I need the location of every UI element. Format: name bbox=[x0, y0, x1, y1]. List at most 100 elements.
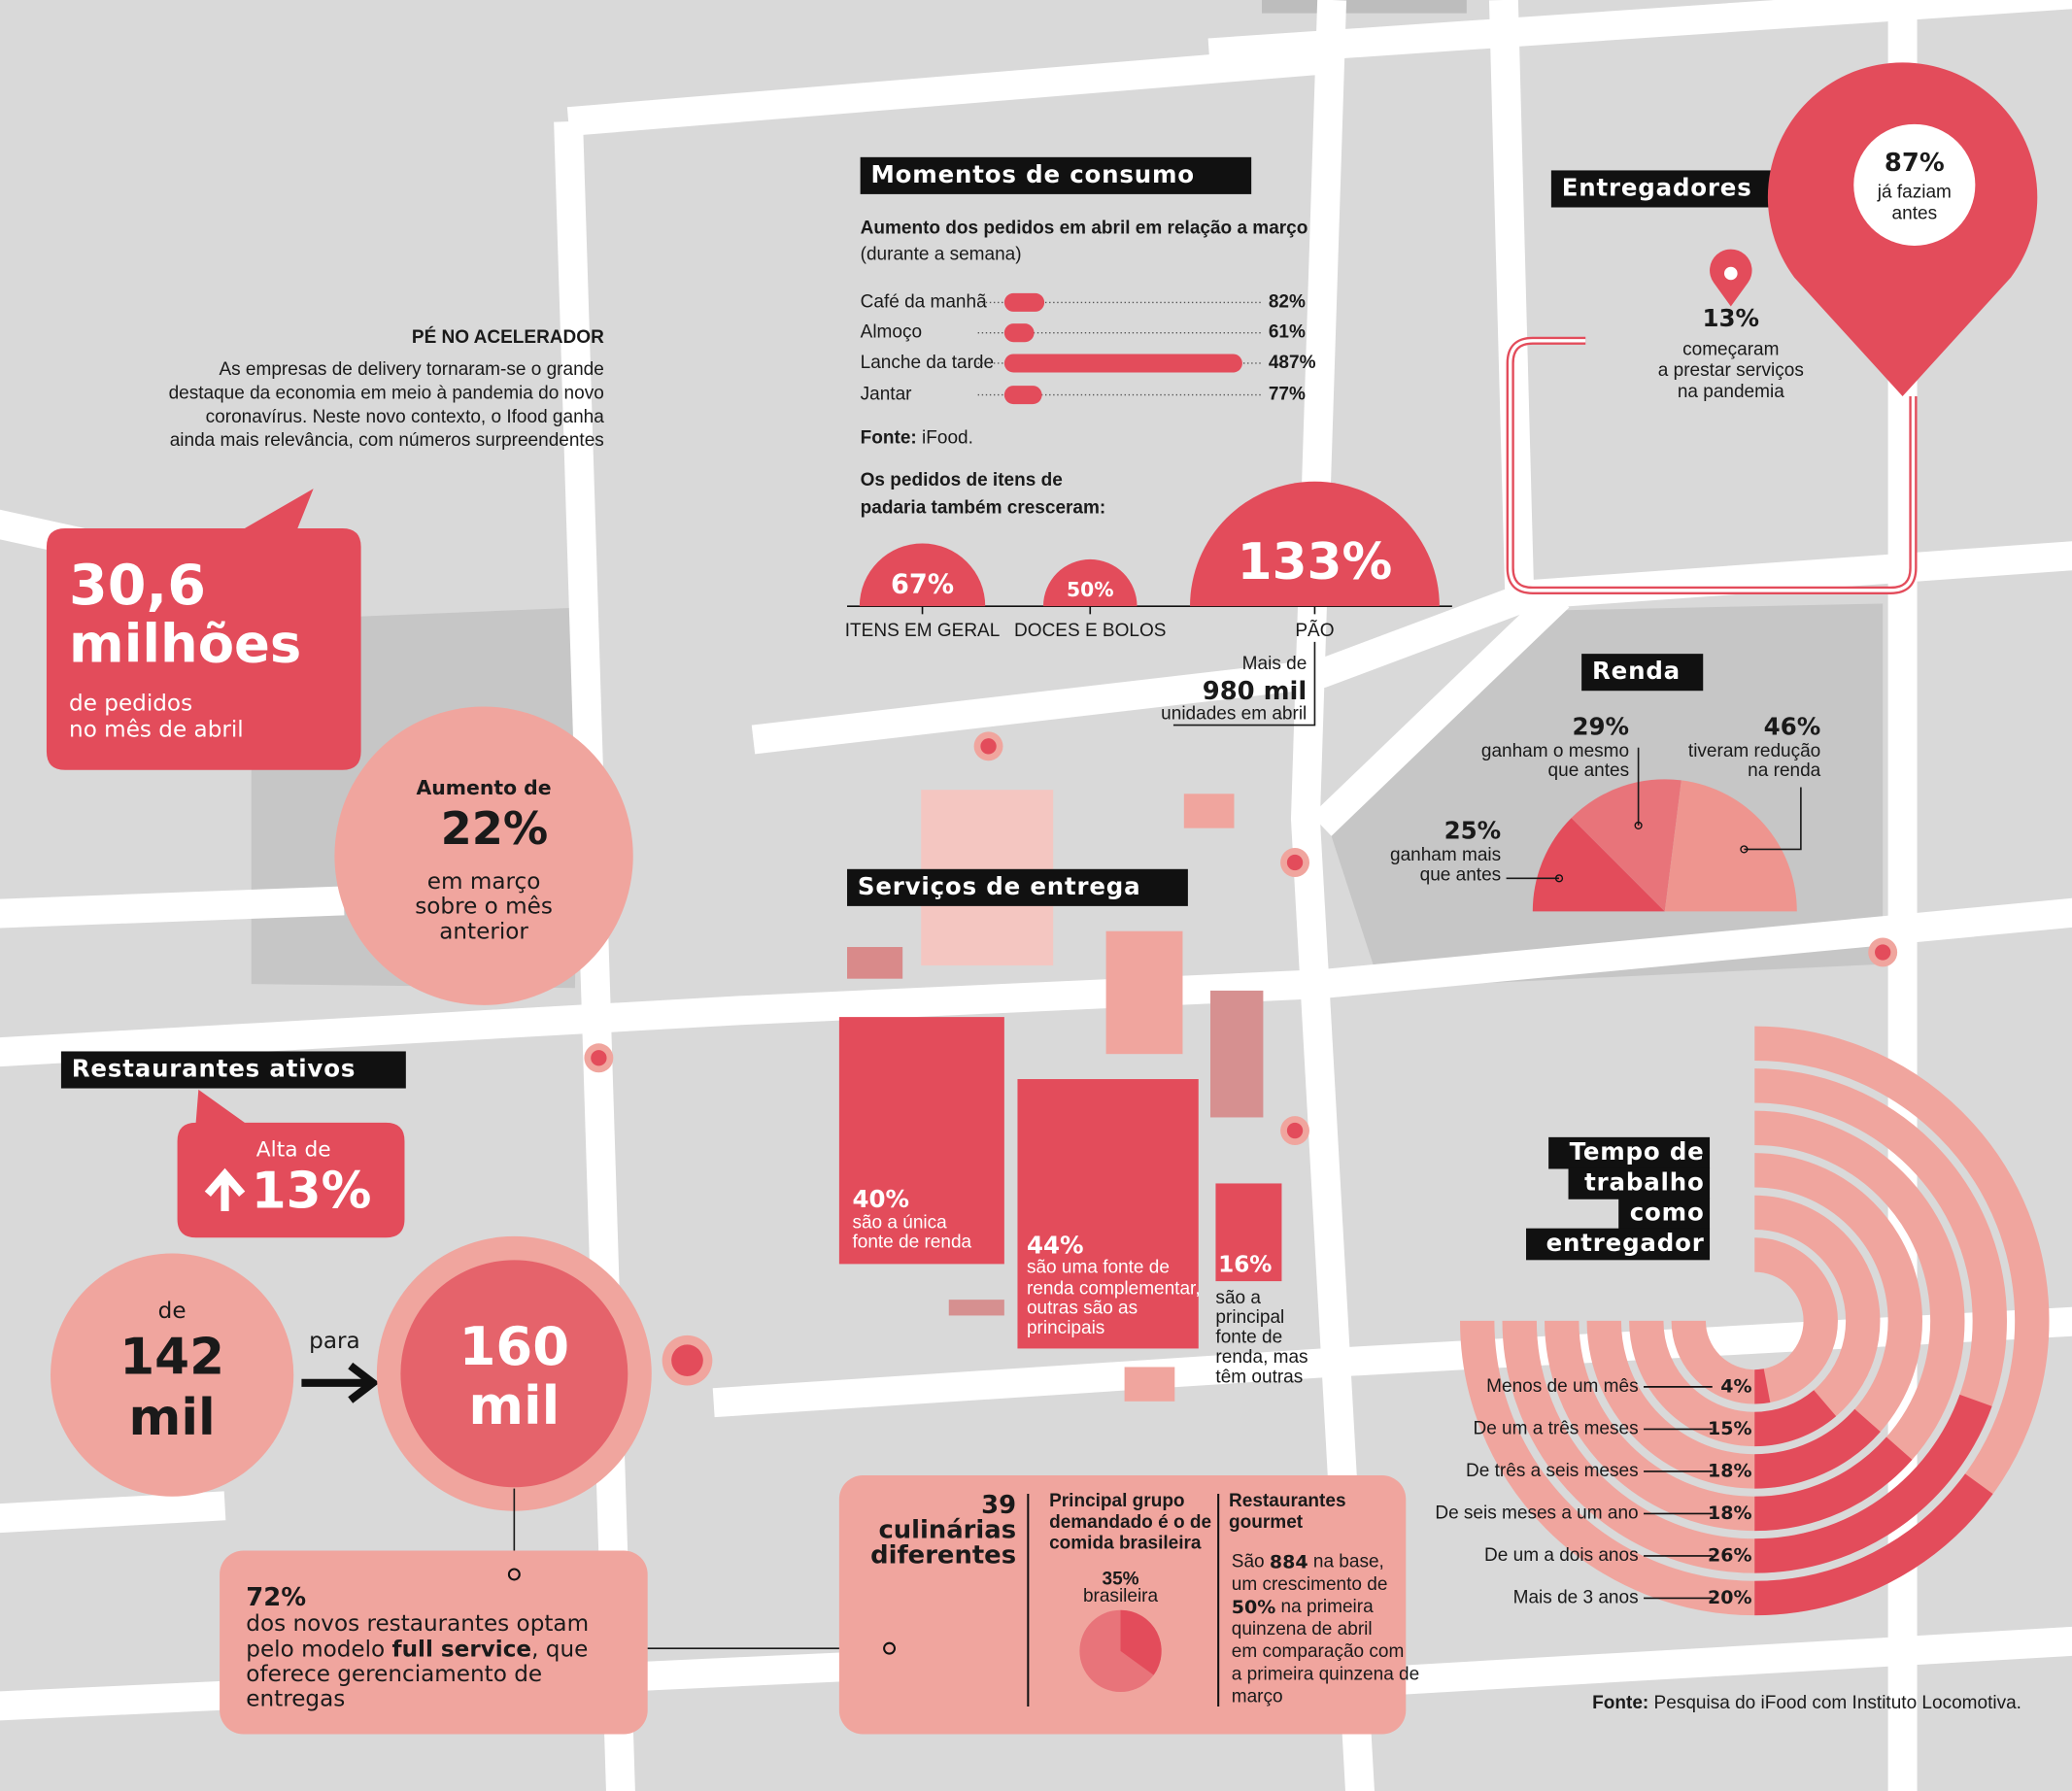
label: Serviços de entrega bbox=[858, 872, 1141, 900]
label: Restaurantes ativos bbox=[72, 1055, 356, 1083]
label: Aumento de bbox=[417, 776, 552, 799]
leader-end bbox=[1634, 821, 1643, 830]
label: Alta de bbox=[256, 1137, 331, 1162]
label: principal bbox=[1215, 1307, 1284, 1328]
leader-end bbox=[1740, 845, 1749, 854]
pie-slice bbox=[1664, 780, 1797, 912]
leader-end bbox=[1554, 874, 1564, 883]
pie-chart: 35%brasileira bbox=[1079, 1569, 1162, 1693]
value-label: 15% bbox=[1708, 1418, 1752, 1439]
dot bbox=[1286, 854, 1304, 871]
label: São 884 na base, bbox=[1232, 1551, 1384, 1572]
label: para bbox=[309, 1329, 360, 1354]
label: de pedidos bbox=[69, 691, 192, 716]
bar-label: Café da manhã bbox=[861, 291, 987, 312]
label: 16% bbox=[1218, 1252, 1272, 1277]
rise-bubble bbox=[177, 1089, 405, 1238]
bar-label: Lanche da tarde bbox=[861, 353, 994, 373]
leader bbox=[1744, 787, 1802, 851]
label: têm outras bbox=[1215, 1367, 1303, 1387]
bar-label: Almoço bbox=[861, 322, 922, 343]
label: Entregadores bbox=[1562, 173, 1752, 201]
ring-value bbox=[1753, 1408, 1881, 1489]
road bbox=[751, 541, 2072, 755]
label: como bbox=[1630, 1199, 1705, 1227]
category-label: na renda bbox=[1748, 760, 1820, 781]
label: 72% bbox=[246, 1583, 306, 1612]
road bbox=[0, 1491, 226, 1534]
label: março bbox=[1232, 1686, 1283, 1707]
text-run: Fonte: bbox=[861, 428, 917, 449]
value-label: 26% bbox=[1708, 1544, 1752, 1566]
value-label: 67% bbox=[891, 569, 954, 599]
ring-track bbox=[1629, 1195, 1881, 1447]
value-label: 50% bbox=[1067, 578, 1114, 601]
label: unidades em abril bbox=[1161, 704, 1307, 725]
tag-box bbox=[60, 1051, 406, 1089]
label: destaque da economia em meio à pandemia … bbox=[169, 383, 604, 403]
semicircle bbox=[859, 543, 986, 607]
road bbox=[554, 120, 635, 1791]
category-label: que antes bbox=[1420, 865, 1502, 886]
tag-box bbox=[1548, 1136, 1711, 1169]
pin-hole bbox=[1853, 123, 1976, 246]
label: (durante a semana) bbox=[861, 244, 1022, 264]
label: de bbox=[158, 1299, 187, 1324]
label: outras são as bbox=[1027, 1299, 1138, 1319]
bar-label: Jantar bbox=[861, 385, 913, 405]
to-circle-core bbox=[400, 1260, 628, 1488]
label: 160 bbox=[459, 1316, 570, 1377]
label: Principal grupo bbox=[1049, 1491, 1184, 1511]
label: demandado é o de bbox=[1049, 1512, 1211, 1533]
building bbox=[1124, 1367, 1175, 1402]
tag-box bbox=[1568, 1167, 1711, 1200]
bar bbox=[1003, 386, 1042, 405]
label: 142 bbox=[119, 1329, 224, 1387]
road bbox=[0, 886, 345, 929]
map-dots-core bbox=[591, 738, 1891, 1376]
label: Mais de bbox=[1242, 654, 1308, 674]
label: fonte de bbox=[1215, 1328, 1282, 1348]
label: anterior bbox=[439, 920, 528, 945]
label: culinárias bbox=[878, 1516, 1016, 1545]
tag-box bbox=[1581, 654, 1704, 692]
semicircle bbox=[1190, 481, 1440, 607]
road bbox=[1399, 1626, 2072, 1695]
label: são uma fonte de bbox=[1027, 1258, 1170, 1278]
label: a primeira quinzena de bbox=[1232, 1664, 1419, 1684]
road bbox=[0, 897, 2072, 1067]
arrow-up bbox=[204, 1167, 246, 1212]
value-label: 487% bbox=[1269, 353, 1316, 373]
label: Fonte: Pesquisa do iFood com Instituto L… bbox=[1592, 1693, 2021, 1713]
label: milhões bbox=[69, 613, 301, 674]
value-label: 18% bbox=[1708, 1503, 1752, 1524]
category-label: DOCES E BOLOS bbox=[1014, 621, 1166, 641]
text-run: pelo modelo bbox=[246, 1637, 391, 1662]
category-label: brasileira bbox=[1083, 1586, 1159, 1606]
text-run: 50% bbox=[1232, 1596, 1276, 1617]
semicircle bbox=[1042, 558, 1138, 607]
text-run: São bbox=[1232, 1552, 1270, 1572]
label: diferentes bbox=[870, 1540, 1016, 1570]
label: trabalho bbox=[1584, 1167, 1704, 1196]
orders-bubble bbox=[46, 489, 361, 770]
growth-circle bbox=[334, 706, 633, 1005]
leader-end bbox=[883, 1641, 897, 1655]
label: 44% bbox=[1027, 1232, 1084, 1260]
category-label: De um a dois anos bbox=[1484, 1545, 1639, 1566]
text-run: 884 bbox=[1270, 1551, 1308, 1572]
bar bbox=[1003, 354, 1242, 373]
text-run: Pesquisa do iFood com Instituto Locomoti… bbox=[1654, 1693, 2021, 1713]
full-service-box bbox=[220, 1550, 648, 1735]
ring-track bbox=[1671, 1237, 1838, 1404]
value-label: 77% bbox=[1269, 385, 1306, 405]
tag-box bbox=[1618, 1198, 1711, 1231]
text-run: iFood. bbox=[922, 428, 973, 449]
dot bbox=[591, 1050, 607, 1066]
building bbox=[1183, 794, 1235, 828]
label: antes bbox=[1892, 203, 1938, 223]
label: Aumento dos pedidos em abril em relação … bbox=[861, 218, 1308, 238]
road bbox=[1310, 586, 1570, 836]
leader bbox=[1172, 641, 1316, 727]
